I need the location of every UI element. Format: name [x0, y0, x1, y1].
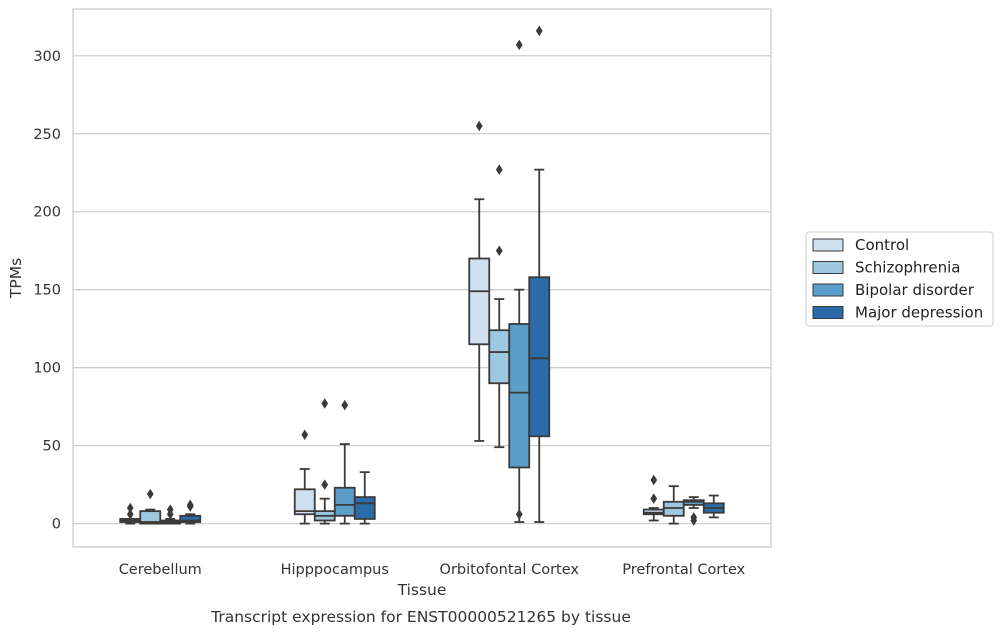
box-plot: [313, 398, 336, 525]
outlier-point: [186, 499, 194, 511]
outlier-point: [475, 120, 483, 132]
box-body: [139, 510, 162, 525]
box-body: [333, 486, 356, 517]
y-tick-label: 100: [33, 361, 61, 377]
chart-caption: Transcript expression for ENST0000052126…: [210, 608, 631, 626]
legend-label: Schizophrenia: [855, 259, 960, 277]
box-body: [488, 329, 511, 385]
box-plot: [333, 399, 356, 525]
outlier-point: [301, 429, 309, 440]
legend-swatch: [812, 238, 844, 252]
x-tick-label: Orbitofontal Cortex: [440, 562, 580, 578]
legend-swatch: [812, 283, 844, 297]
legend-label: Bipolar disorder: [855, 281, 975, 299]
box-plot: [139, 488, 162, 525]
box-plot: [293, 429, 316, 525]
box-plot: [353, 471, 376, 525]
y-tick-label: 0: [52, 517, 61, 533]
outlier-point: [650, 474, 658, 486]
box-plot: [508, 39, 531, 523]
y-tick-labels: 0 50 100 150 200 250 300: [33, 49, 61, 533]
grid-lines: [73, 55, 771, 525]
box-body: [528, 276, 551, 438]
box-plot: [642, 474, 665, 522]
y-axis-label: TPMs: [7, 258, 25, 299]
box-plot: [662, 485, 685, 525]
legend-swatch: [812, 261, 844, 274]
box-plot: [119, 502, 142, 525]
outlier-point: [690, 512, 698, 523]
x-axis-label: Tissue: [397, 581, 447, 599]
outlier-point: [126, 502, 134, 514]
box-plot: [468, 120, 491, 442]
legend-swatch: [812, 306, 844, 319]
y-tick-label: 300: [33, 49, 61, 65]
box-body: [179, 514, 202, 523]
box-plot: [682, 496, 705, 526]
x-tick-label: Cerebellum: [119, 562, 202, 578]
y-tick-label: 150: [33, 283, 61, 299]
outlier-point: [321, 479, 329, 490]
outlier-point: [515, 509, 523, 520]
legend-frame: [805, 231, 994, 327]
legend-label: Major depression: [855, 304, 983, 322]
legend: Control Schizophrenia Bipolar disorder Majo…: [805, 231, 994, 327]
plot-frame: [72, 8, 772, 548]
y-tick-label: 50: [43, 439, 61, 455]
box-plots: [119, 25, 725, 526]
outlier-point: [166, 504, 174, 515]
box-body: [508, 323, 531, 469]
box-plot: [528, 25, 551, 523]
outlier-point: [126, 509, 134, 520]
box-plot: [488, 164, 511, 449]
x-tick-label: Prefrontal Cortex: [622, 562, 745, 578]
legend-label: Control: [855, 236, 909, 254]
box-plot: [702, 494, 725, 519]
outlier-point: [495, 245, 503, 256]
box-body: [468, 257, 491, 346]
box-body: [353, 496, 376, 520]
outlier-point: [341, 399, 349, 411]
outlier-point: [650, 493, 658, 504]
outlier-point: [535, 25, 543, 37]
outlier-point: [495, 164, 503, 175]
outlier-point: [321, 398, 329, 409]
box-body: [293, 488, 316, 516]
x-tick-labels: Cerebellum Hipppocampus Orbitofontal Corte…: [119, 562, 746, 578]
y-tick-label: 250: [33, 127, 61, 143]
x-tick-label: Hipppocampus: [281, 562, 389, 578]
y-tick-label: 200: [33, 205, 61, 221]
outlier-point: [515, 39, 523, 51]
outlier-point: [146, 488, 154, 500]
box-plot: [159, 504, 182, 525]
box-plot: [179, 499, 202, 525]
